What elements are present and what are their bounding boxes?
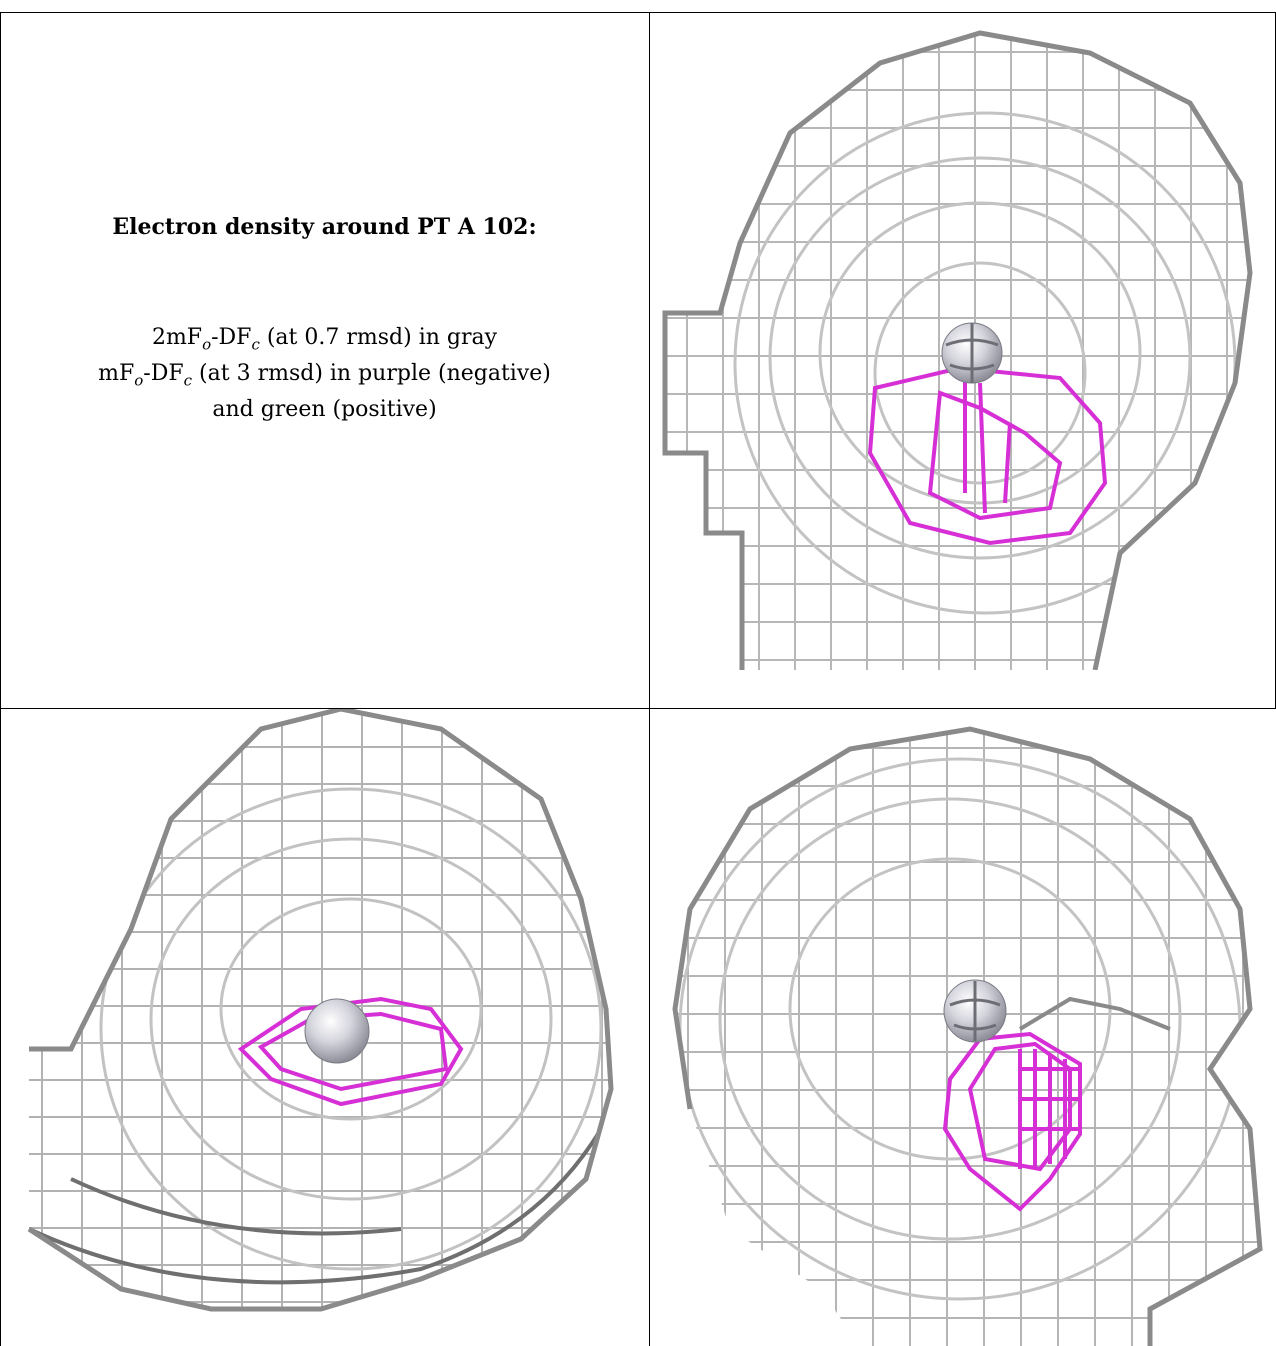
density-mesh-svg-1: [662, 30, 1253, 670]
legend-gray-line: 2mFo-DFc (at 0.7 rmsd) in gray: [151, 325, 498, 354]
density-view-bottom-right: [650, 709, 1275, 1346]
figure-title: Electron density around PT A 102:: [112, 214, 537, 240]
table-row-divider: [0, 708, 1276, 709]
pt-atom-sphere: [304, 998, 370, 1064]
legend-purple-line: mFo-DFc (at 3 rmsd) in purple (negative): [98, 361, 551, 390]
density-mesh-svg-3: [672, 726, 1263, 1346]
negative-density-mesh: [867, 365, 1108, 546]
legend-green-line: and green (positive): [212, 397, 437, 422]
density-mesh-svg-2: [27, 709, 614, 1312]
table-middle-divider: [649, 12, 650, 1346]
table-top-border: [0, 12, 1276, 13]
density-view-bottom-left: [1, 709, 649, 1346]
density-view-top-right: [650, 13, 1275, 670]
table-left-border: [0, 12, 1, 1346]
negative-density-mesh: [942, 1031, 1082, 1212]
caption-cell: Electron density around PT A 102: 2mFo-D…: [0, 0, 649, 680]
